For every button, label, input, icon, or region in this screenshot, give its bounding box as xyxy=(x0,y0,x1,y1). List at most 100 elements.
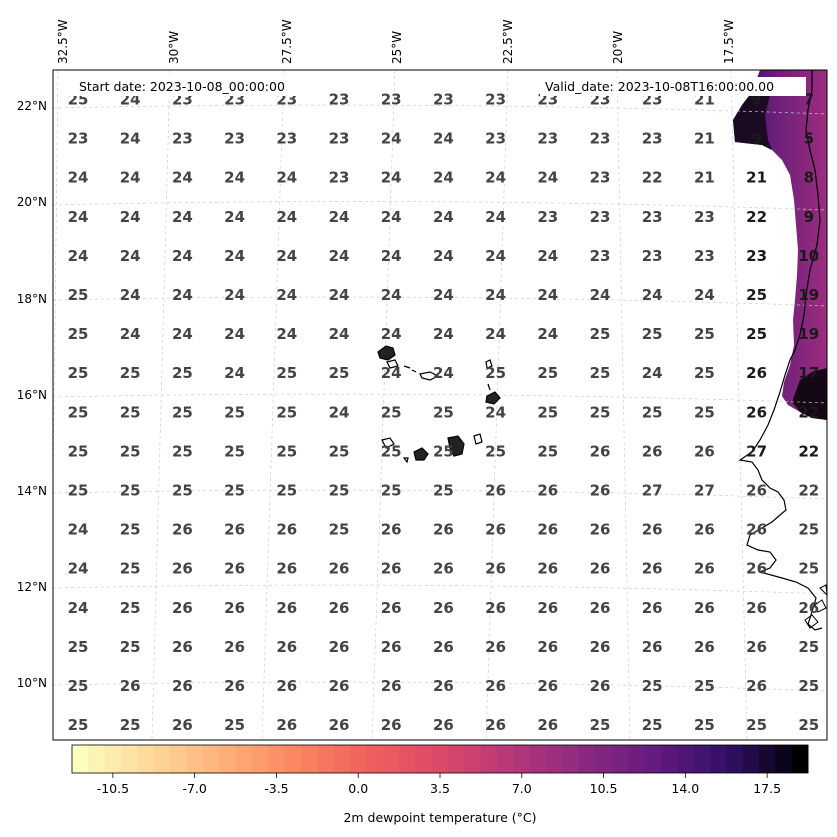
grid-value: 24 xyxy=(276,286,297,304)
grid-value: 24 xyxy=(537,325,558,343)
latitude-labels: 22°N 20°N 18°N 16°N 14°N 12°N 10°N xyxy=(17,99,47,690)
start-date-box xyxy=(66,77,310,96)
grid-value: 26 xyxy=(590,442,611,460)
grid-value: 24 xyxy=(329,208,350,226)
grid-value: 25 xyxy=(276,482,297,500)
grid-value: 25 xyxy=(172,442,193,460)
grid-value: 24 xyxy=(433,130,454,148)
longitude-label: 30°W xyxy=(167,31,181,64)
grid-value: 25 xyxy=(329,521,350,539)
grid-value: 25 xyxy=(433,482,454,500)
grid-value: 26 xyxy=(642,521,663,539)
grid-value: 26 xyxy=(329,677,350,695)
grid-value: 26 xyxy=(381,599,402,617)
latitude-label: 18°N xyxy=(17,292,47,306)
grid-value: 24 xyxy=(485,325,506,343)
grid-value: 24 xyxy=(120,247,141,265)
grid-value: 26 xyxy=(746,638,767,656)
valid-date-label: Valid_date: 2023-10-08T16:00:00.00 xyxy=(545,79,774,94)
grid-value: 26 xyxy=(276,716,297,734)
colorbar-segment xyxy=(611,745,629,773)
grid-value: 23 xyxy=(694,208,715,226)
grid-value: 26 xyxy=(798,599,819,617)
grid-value: 26 xyxy=(433,521,454,539)
dark-coastal-band-south xyxy=(792,368,827,420)
grid-value: 26 xyxy=(746,560,767,578)
grid-value: 25 xyxy=(276,442,297,460)
grid-value: 25 xyxy=(172,364,193,382)
coastal-dewpoint-shading xyxy=(733,70,827,420)
grid-value: 26 xyxy=(224,521,245,539)
grid-value: 23 xyxy=(485,130,506,148)
grid-value: 24 xyxy=(433,286,454,304)
colorbar-segment xyxy=(726,745,744,773)
colorbar-segment xyxy=(742,745,760,773)
grid-value: 26 xyxy=(485,677,506,695)
grid-value: 19 xyxy=(798,325,819,343)
grid-value: 25 xyxy=(68,364,89,382)
grid-value: 24 xyxy=(276,247,297,265)
grid-value: 24 xyxy=(172,247,193,265)
grid-value: 25 xyxy=(329,364,350,382)
grid-value: 26 xyxy=(590,638,611,656)
grid-value: 26 xyxy=(329,638,350,656)
colorbar-segment xyxy=(104,745,122,773)
grid-value: 23 xyxy=(485,91,506,109)
grid-value: 25 xyxy=(798,716,819,734)
grid-value: 25 xyxy=(694,716,715,734)
colorbar-segment xyxy=(72,745,89,773)
grid-value: 26 xyxy=(642,599,663,617)
grid-value: 26 xyxy=(590,482,611,500)
grid-value: 24 xyxy=(120,208,141,226)
colorbar-segment xyxy=(562,745,580,773)
grid-value: 26 xyxy=(485,599,506,617)
grid-value: 26 xyxy=(276,677,297,695)
grid-value: 26 xyxy=(381,521,402,539)
grid-value: 25 xyxy=(172,403,193,421)
grid-value: 25 xyxy=(68,482,89,500)
colorbar-segment xyxy=(170,745,187,773)
latitude-label: 22°N xyxy=(17,99,47,113)
colorbar-segment xyxy=(497,745,515,773)
grid-value: 23 xyxy=(381,91,402,109)
grid-value: 26 xyxy=(694,599,715,617)
grid-value: 26 xyxy=(329,560,350,578)
grid-value: 24 xyxy=(485,208,506,226)
grid-value: 26 xyxy=(485,560,506,578)
longitude-label: 27.5°W xyxy=(280,19,294,64)
grid-value: 24 xyxy=(381,208,402,226)
grid-value: 24 xyxy=(224,325,245,343)
latitude-label: 14°N xyxy=(17,484,47,498)
grid-value: 21 xyxy=(694,169,715,187)
grid-value: 23 xyxy=(694,247,715,265)
grid-value: 24 xyxy=(120,325,141,343)
colorbar: -10.5 -7.0 -3.5 0.0 3.5 7.0 10.5 14.0 17.5 2m de… xyxy=(71,744,809,825)
grid-value: 27 xyxy=(694,482,715,500)
grid-value: 24 xyxy=(381,325,402,343)
grid-value: 24 xyxy=(433,364,454,382)
grid-value: 26 xyxy=(172,560,193,578)
longitude-label: 32.5°W xyxy=(56,19,70,64)
grid-value: 26 xyxy=(590,599,611,617)
grid-value: 25 xyxy=(329,442,350,460)
grid-value: 24 xyxy=(68,560,89,578)
grid-value: 24 xyxy=(433,325,454,343)
african-coastline xyxy=(738,70,823,631)
grid-value: 25 xyxy=(120,716,141,734)
grid-value: 25 xyxy=(120,638,141,656)
grid-value: 26 xyxy=(329,716,350,734)
grid-value: 7 xyxy=(804,91,814,109)
colorbar-segment xyxy=(693,745,711,773)
grid-value: 25 xyxy=(642,325,663,343)
grid-value: 24 xyxy=(68,521,89,539)
grid-value: 26 xyxy=(746,599,767,617)
grid-value: 24 xyxy=(694,286,715,304)
grid-value: 23 xyxy=(68,130,89,148)
grid-value: 26 xyxy=(694,521,715,539)
colorbar-segment xyxy=(333,745,351,773)
grid-value: 23 xyxy=(433,91,454,109)
grid-value: 26 xyxy=(172,521,193,539)
grid-value: 25 xyxy=(642,677,663,695)
grid-value: 24 xyxy=(224,247,245,265)
grid-value: 25 xyxy=(537,364,558,382)
